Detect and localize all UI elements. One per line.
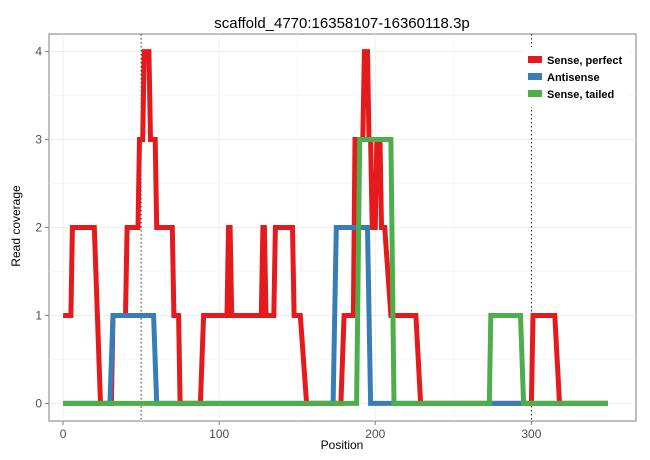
legend: Sense, perfect Antisense Sense, tailed [525, 47, 628, 107]
y-axis: 0 1 2 3 4 [35, 45, 49, 410]
x-axis-label: Position [321, 438, 364, 452]
series-line-sense-tailed [63, 137, 608, 406]
x-tick-label: 100 [209, 427, 229, 441]
x-tick-label: 200 [365, 427, 385, 441]
legend-key [528, 56, 542, 63]
y-tick-label: 2 [35, 221, 42, 235]
y-tick-label: 1 [35, 308, 42, 322]
x-axis: 0 100 200 300 [60, 421, 542, 441]
y-axis-label: Read coverage [9, 185, 23, 267]
legend-key [528, 73, 542, 80]
series-line-sense-perfect [63, 49, 608, 406]
y-tick-label: 4 [35, 45, 42, 59]
legend-label: Sense, perfect [547, 55, 623, 67]
legend-label: Sense, tailed [547, 89, 614, 101]
y-tick-label: 0 [35, 396, 42, 410]
legend-box [525, 47, 628, 107]
series-layer [63, 49, 608, 406]
legend-key [528, 90, 542, 97]
chart-title: scaffold_4770:16358107-16360118.3p [214, 15, 470, 32]
x-tick-label: 300 [521, 427, 541, 441]
legend-label: Antisense [547, 72, 600, 84]
y-tick-label: 3 [35, 133, 42, 147]
x-tick-label: 0 [60, 427, 67, 441]
